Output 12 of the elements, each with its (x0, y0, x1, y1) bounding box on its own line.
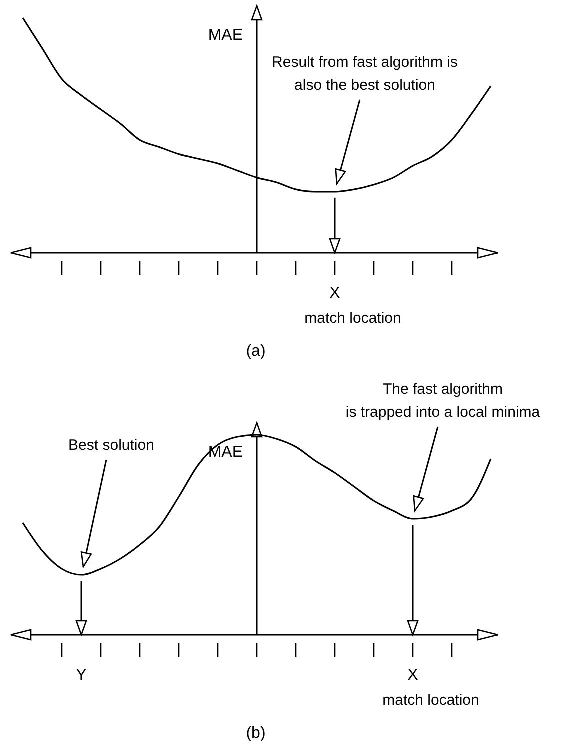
y-axis-title: MAE (208, 444, 243, 461)
y-axis-title: MAE (208, 27, 243, 44)
text: (a) (246, 343, 266, 360)
annotation: Best solution (68, 437, 154, 454)
text: X (330, 285, 341, 302)
text: (b) (246, 725, 266, 742)
text: Y (76, 667, 88, 684)
annotation: Result from fast algorithm is also the best solution (272, 54, 458, 94)
x-axis-title: match location (382, 692, 480, 709)
text: The fast algorithm is trapped into a local minima (346, 381, 541, 421)
text: X (408, 667, 419, 684)
x-axis-title: match location (304, 310, 402, 327)
